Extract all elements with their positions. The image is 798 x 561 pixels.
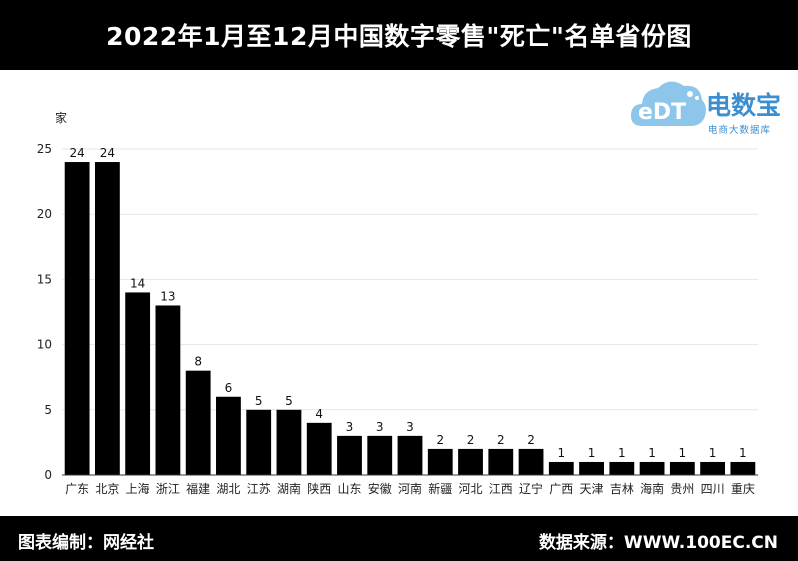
x-tick-label: 陕西	[307, 481, 331, 496]
bar	[609, 461, 635, 475]
y-axis-ticks: 0 5 10 15 20 25	[37, 142, 52, 482]
bar	[488, 448, 514, 475]
bar-value-label: 1	[709, 446, 717, 460]
bar-chart: 家 0 5 10 15 20 25 24 24 14 13 8 6 5 5 4 3 3 3 2 2 2 2 1 1 1 1 1 1 1…	[37, 110, 758, 496]
bar	[548, 461, 574, 475]
bar-value-label: 1	[648, 446, 656, 460]
bar-value-label: 1	[588, 446, 596, 460]
y-axis-unit: 家	[55, 110, 67, 125]
bar-value-label: 2	[436, 433, 444, 447]
x-tick-label: 河北	[459, 482, 483, 496]
bar	[94, 162, 120, 476]
x-tick-label: 天津	[580, 482, 604, 496]
data-labels: 24 24 14 13 8 6 5 5 4 3 3 3 2 2 2 2 1 1 1 1 1 1 1	[69, 146, 746, 460]
x-tick-label: 福建	[186, 481, 210, 496]
bar-value-label: 3	[376, 420, 384, 434]
x-tick-label: 安徽	[368, 481, 392, 496]
x-tick-label: 重庆	[731, 482, 755, 496]
x-tick-label: 新疆	[428, 481, 452, 496]
bar	[64, 162, 90, 476]
bar	[700, 461, 726, 475]
x-tick-label: 广东	[65, 482, 89, 496]
x-tick-label: 四川	[701, 482, 725, 496]
y-tick-label: 0	[44, 468, 52, 482]
bars	[64, 162, 756, 476]
bar-value-label: 13	[160, 289, 175, 303]
bar	[125, 292, 151, 475]
bar	[730, 461, 756, 475]
bar	[246, 409, 272, 475]
bar	[276, 409, 302, 475]
bar	[337, 435, 362, 475]
chart-title-banner: 2022年1月至12月中国数字零售"死亡"名单省份图	[0, 0, 798, 70]
y-tick-label: 10	[37, 338, 52, 352]
footer-credit: 图表编制：网经社	[18, 533, 154, 553]
bar-value-label: 8	[194, 355, 202, 369]
x-tick-label: 吉林	[610, 482, 634, 496]
bar-value-label: 14	[130, 276, 145, 290]
logo-brand-sub: 电商大数据库	[708, 125, 772, 136]
x-axis-ticks: 广东 北京 上海 浙江 福建 湖北 江苏 湖南 陕西 山东 安徽 河南 新疆 河北 江西 辽宁 广西 天津 吉林 海南…	[65, 481, 755, 496]
x-tick-label: 贵州	[670, 482, 694, 496]
bar	[216, 396, 241, 475]
footer-bar: 图表编制：网经社 数据来源：WWW.100EC.CN	[0, 516, 798, 561]
bar-value-label: 1	[557, 446, 565, 460]
bar-value-label: 5	[255, 394, 263, 408]
x-tick-label: 浙江	[156, 482, 180, 496]
bar	[669, 461, 695, 475]
bar	[155, 305, 181, 475]
bar	[639, 461, 665, 475]
x-tick-label: 广西	[549, 482, 573, 496]
logo-cloud-text: eDT	[638, 100, 687, 125]
bar-value-label: 2	[527, 433, 535, 447]
bar-value-label: 2	[497, 433, 505, 447]
cloud-icon	[630, 81, 706, 126]
bar	[427, 448, 453, 475]
logo-brand: 电数宝	[706, 91, 782, 120]
bar	[367, 435, 393, 475]
x-tick-label: 江苏	[247, 482, 271, 496]
bar	[397, 435, 423, 475]
x-tick-label: 海南	[640, 481, 664, 496]
bar-value-label: 1	[679, 446, 687, 460]
y-tick-label: 15	[37, 272, 52, 286]
footer-source: 数据来源：WWW.100EC.CN	[538, 533, 778, 553]
bar	[579, 461, 604, 475]
bar-value-label: 3	[406, 420, 414, 434]
y-tick-label: 25	[37, 142, 52, 156]
bar	[518, 448, 544, 475]
bar-value-label: 2	[467, 433, 475, 447]
bar	[185, 370, 211, 475]
bar-value-label: 3	[346, 420, 354, 434]
x-tick-label: 山东	[337, 482, 361, 496]
chart-title: 2022年1月至12月中国数字零售"死亡"名单省份图	[106, 22, 692, 51]
bar-value-label: 4	[315, 407, 323, 421]
bar-value-label: 1	[739, 446, 747, 460]
y-tick-label: 20	[37, 207, 52, 221]
x-tick-label: 辽宁	[519, 481, 543, 496]
x-tick-label: 河南	[398, 481, 422, 496]
bar-value-label: 5	[285, 394, 293, 408]
bar	[458, 448, 483, 475]
bar-value-label: 24	[69, 146, 84, 160]
x-tick-label: 湖北	[216, 481, 240, 496]
bar	[306, 422, 332, 475]
x-tick-label: 江西	[489, 482, 513, 496]
edt-logo: eDT 电数宝 电商大数据库	[628, 74, 793, 136]
x-tick-label: 上海	[126, 481, 150, 496]
bar-value-label: 1	[618, 446, 626, 460]
y-tick-label: 5	[44, 403, 52, 417]
x-tick-label: 湖南	[277, 481, 301, 496]
x-tick-label: 北京	[95, 482, 119, 496]
bar-value-label: 24	[100, 146, 115, 160]
bar-value-label: 6	[225, 381, 233, 395]
